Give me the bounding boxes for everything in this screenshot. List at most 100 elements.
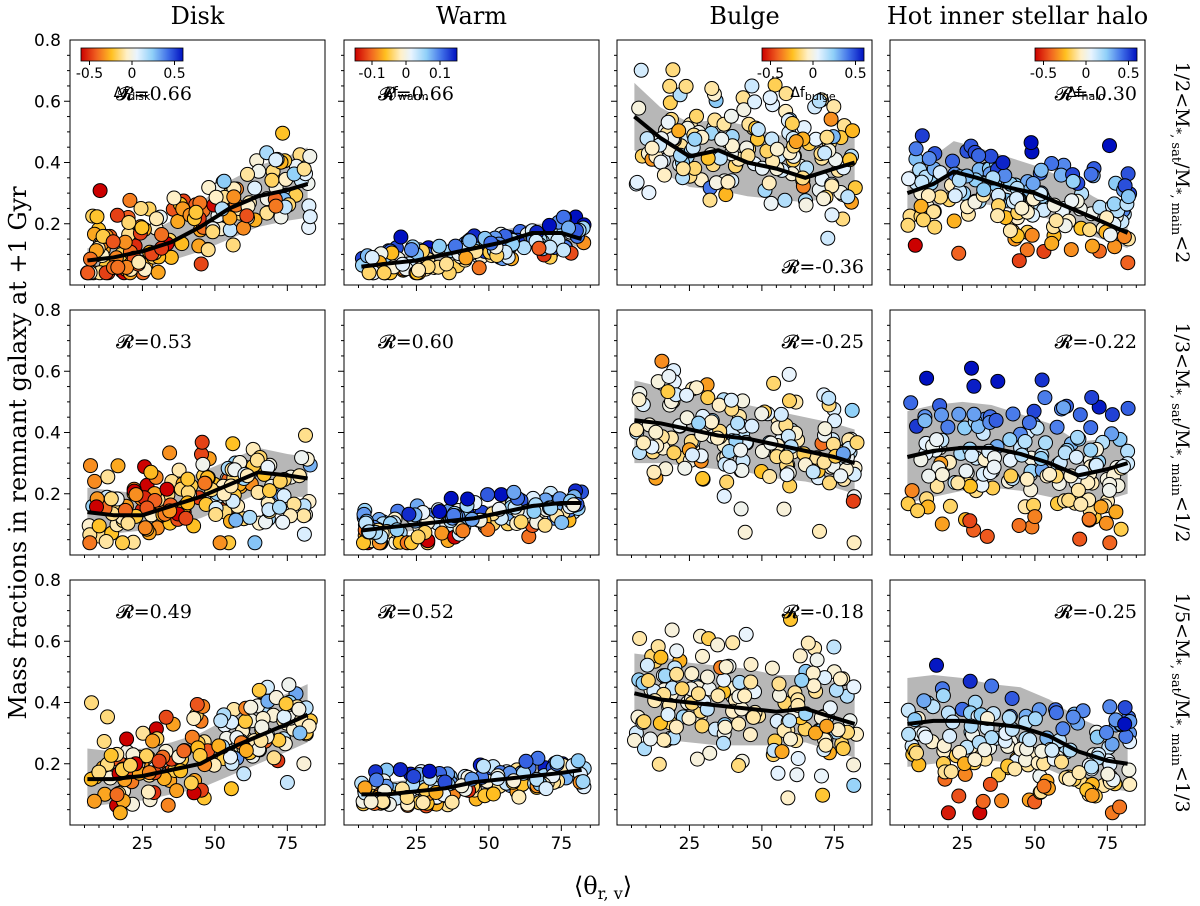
scatter-point: [633, 62, 649, 78]
scatter-point: [940, 805, 956, 821]
panel-r0-c3: 𝓡=-0.30-0.5 0 0.5 Δfhalo: [884, 39, 1146, 291]
scatter-point: [784, 116, 800, 131]
scatter-point: [702, 192, 718, 208]
y-tick-label: 0.8: [34, 571, 61, 591]
scatter-point: [1003, 468, 1019, 484]
scatter-point: [675, 161, 691, 177]
scatter-point: [669, 643, 685, 659]
scatter-point: [188, 204, 204, 220]
scatter-point: [137, 520, 153, 536]
scatter-point: [964, 360, 979, 376]
x-tick-label: 75: [1097, 834, 1119, 854]
scatter-point: [689, 108, 704, 124]
scatter-point: [506, 484, 522, 500]
y-tick-label: 0.2: [34, 755, 61, 775]
panel-plot-area: [900, 657, 1138, 821]
scatter-point: [631, 100, 647, 116]
scatter-point: [812, 523, 827, 539]
scatter-point: [907, 237, 923, 253]
x-tick-label: 75: [551, 834, 573, 854]
scatter-point: [782, 713, 798, 729]
scatter-point: [962, 478, 978, 494]
colorbar-title: Δfbulge: [790, 85, 836, 103]
scatter-point: [281, 677, 297, 693]
scatter-point: [674, 681, 690, 697]
x-tick-label: 25: [132, 834, 154, 854]
trend-line: [907, 718, 1128, 766]
colorbar-tick-label: 0.5: [163, 66, 185, 82]
scatter-point: [480, 487, 496, 503]
scatter-point: [631, 392, 647, 408]
colorbar-tick-label: 0.5: [844, 66, 866, 82]
scatter-point: [363, 794, 379, 810]
scatter-point: [1108, 504, 1124, 520]
correlation-label: 𝓡=0.60: [378, 331, 454, 353]
scatter-point: [1017, 434, 1033, 449]
scatter-point: [268, 198, 284, 214]
scatter-point: [718, 187, 734, 203]
scatter-point: [462, 233, 478, 249]
scatter-point: [376, 265, 392, 281]
scatter-point: [743, 674, 759, 690]
scatter-point: [700, 669, 715, 685]
scatter-point: [1098, 515, 1114, 531]
trend-line: [87, 182, 309, 263]
scatter-point: [194, 434, 210, 450]
correlation-label: 𝓡=-0.25: [782, 331, 864, 353]
scatter-point: [298, 427, 313, 443]
scatter-point: [762, 469, 778, 484]
correlation-label: 𝓡=-0.30: [1055, 83, 1137, 105]
scatter-point: [251, 682, 267, 698]
panel-plot-area: [900, 128, 1138, 271]
correlation-label: 𝓡=-0.25: [1055, 601, 1137, 623]
scatter-point: [100, 709, 115, 725]
scatter-point: [781, 366, 797, 382]
scatter-point: [1014, 200, 1030, 216]
scatter-point: [1033, 162, 1049, 178]
panel-r0-c2: 𝓡=-0.36 -0.5 0 0.5 Δfbulge: [611, 39, 873, 291]
scatter-point: [122, 192, 138, 208]
scatter-point: [554, 515, 570, 530]
panel-r2-c1: 25 50 75 𝓡=0.52: [338, 579, 600, 854]
scatter-point: [776, 501, 792, 517]
scatter-point: [103, 747, 119, 763]
trend-line: [361, 230, 583, 269]
scatter-point: [731, 716, 747, 732]
scatter-point: [1070, 429, 1085, 445]
scatter-point: [771, 676, 787, 692]
scatter-point: [236, 766, 252, 782]
scatter-point: [1044, 156, 1060, 171]
scatter-point: [531, 240, 547, 256]
panel-r2-c2: 25 50 75 𝓡=-0.18: [611, 579, 873, 854]
scatter-point: [1002, 432, 1018, 448]
panel-r2-c3: 25 50 75 𝓡=-0.25: [884, 579, 1146, 854]
scatter-point: [946, 213, 962, 229]
scatter-point: [951, 406, 967, 422]
scatter-point: [1083, 420, 1099, 436]
scatter-point: [990, 208, 1006, 224]
scatter-point: [1122, 776, 1138, 792]
scatter-point: [677, 460, 693, 476]
scatter-point: [719, 474, 735, 490]
scatter-point: [629, 422, 644, 438]
scatter-point: [134, 220, 150, 236]
scatter-point: [951, 245, 967, 261]
scatter-point: [121, 215, 137, 230]
scatter-point: [918, 729, 934, 745]
scatter-point: [641, 185, 657, 201]
scatter-point: [627, 732, 642, 748]
scatter-point: [1048, 705, 1064, 721]
scatter-point: [792, 648, 808, 664]
scatter-point: [826, 639, 842, 655]
scatter-point: [154, 227, 170, 242]
scatter-point: [1056, 400, 1071, 416]
scatter-point: [1093, 499, 1109, 515]
scatter-point: [720, 174, 736, 190]
scatter-point: [684, 447, 700, 463]
scatter-point: [945, 153, 960, 169]
scatter-point: [967, 752, 983, 768]
scatter-point: [82, 535, 98, 551]
scatter-point: [835, 741, 851, 757]
scatter-point: [908, 141, 924, 157]
